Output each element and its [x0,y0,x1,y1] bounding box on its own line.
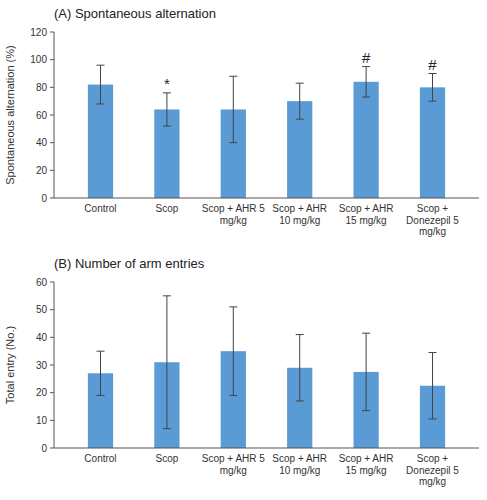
x-tick-label-line: Scop + AHR [339,203,394,214]
x-tick-label-line: Scop [155,203,178,214]
x-tick-label-line: mg/kg [419,226,446,237]
x-tick-label-line: 15 mg/kg [346,465,387,476]
x-tick-label-line: mg/kg [220,215,247,226]
x-tick-label: Scop + AHR10 mg/kg [272,203,327,226]
x-tick-label: Control [84,203,116,214]
x-tick-label: Control [84,453,116,464]
y-tick-label: 40 [36,137,48,148]
x-tick-label-line: Scop + AHR 5 [202,203,266,214]
y-axis-line [54,32,55,198]
y-tick [50,115,54,116]
x-tick-label-line: Scop + [417,203,449,214]
x-tick-label: Scop + AHR10 mg/kg [272,453,327,476]
error-bar [362,333,370,410]
x-tick-label: Scop +Donezepil 5mg/kg [406,203,459,237]
y-tick-label: 60 [36,277,48,288]
error-bar [362,67,370,97]
x-tick-label-line: 15 mg/kg [346,215,387,226]
error-bar [229,76,237,142]
error-bar [163,93,171,126]
y-tick [50,198,54,199]
y-tick-label: 100 [30,54,47,65]
bar [420,87,445,198]
y-tick [50,59,54,60]
title: (A) Spontaneous alternation [54,6,216,21]
y-axis-line [54,282,55,448]
title: (B) Number of arm entries [54,256,205,271]
y-tick-label: 60 [36,110,48,121]
y-tick-label: 50 [36,304,48,315]
y-tick [50,142,54,143]
y-tick-label: 20 [36,387,48,398]
error-bar [229,307,237,396]
y-tick [50,392,54,393]
x-tick-label-line: Scop + AHR 5 [202,453,266,464]
y-tick [50,32,54,33]
error-bar [296,335,304,401]
y-tick-label: 120 [30,27,47,38]
x-tick-label: Scop [155,203,178,214]
x-tick-label-line: Control [84,453,116,464]
y-tick [50,420,54,421]
x-tick-label: Scop + AHR 5mg/kg [202,203,266,226]
x-tick-label-line: Donezepil 5 [406,465,459,476]
error-bar [429,74,437,102]
x-tick-label-line: 10 mg/kg [279,465,320,476]
x-axis-line [54,448,479,449]
x-tick-label-line: mg/kg [419,476,446,487]
y-axis-label: Total entry (No.) [4,326,16,404]
x-tick-label-line: Scop + [417,453,449,464]
marks [88,65,445,198]
error-bar [96,65,104,104]
x-tick-label: Scop [155,453,178,464]
annotation: * [164,75,170,92]
y-tick-label: 30 [36,360,48,371]
x-tick-label-line: 10 mg/kg [279,215,320,226]
panel: (B) Number of arm entries Total entry (No… [4,256,479,487]
error-bar [296,83,304,119]
bar [353,82,378,198]
y-tick-label: 0 [41,193,47,204]
x-tick-label: Scop + AHR 5mg/kg [202,453,266,476]
x-tick-label-line: Scop [155,453,178,464]
x-tick-label-line: Scop + AHR [272,203,327,214]
annotation: # [428,56,437,73]
x-tick-label-line: Donezepil 5 [406,215,459,226]
x-tick-label: Scop +Donezepil 5mg/kg [406,453,459,487]
y-tick [50,170,54,171]
error-bar [163,296,171,429]
y-tick-label: 80 [36,82,48,93]
y-tick [50,87,54,88]
x-tick-label-line: Control [84,203,116,214]
annotation: # [362,49,371,66]
y-tick-label: 0 [41,443,47,454]
y-tick [50,337,54,338]
y-tick-label: 40 [36,332,48,343]
marks [88,296,445,448]
y-tick [50,448,54,449]
y-tick [50,282,54,283]
x-tick-label: Scop + AHR15 mg/kg [339,203,394,226]
error-bar [429,353,437,419]
x-axis-line [54,198,479,199]
x-tick-label: Scop + AHR15 mg/kg [339,453,394,476]
y-tick [50,309,54,310]
error-bar [96,351,104,395]
y-tick-label: 20 [36,165,48,176]
chart-root: (A) Spontaneous alternation Spontaneous a… [0,0,487,500]
panel: (A) Spontaneous alternation Spontaneous a… [4,6,479,237]
x-tick-label-line: mg/kg [220,465,247,476]
y-tick [50,365,54,366]
x-tick-label-line: Scop + AHR [339,453,394,464]
y-axis-label: Spontaneous alternation (%) [4,45,16,184]
y-tick-label: 10 [36,415,48,426]
x-tick-label-line: Scop + AHR [272,453,327,464]
